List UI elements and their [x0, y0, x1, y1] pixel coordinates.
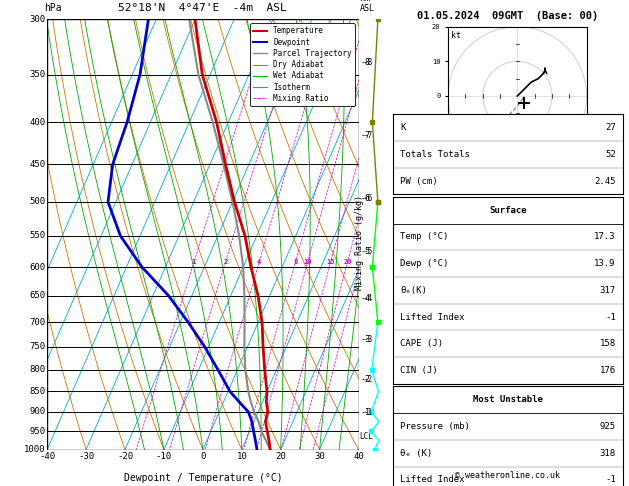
Text: 600: 600	[30, 262, 46, 272]
Text: 300: 300	[30, 15, 46, 24]
Text: km
ASL: km ASL	[360, 0, 375, 13]
Text: 30: 30	[314, 451, 325, 461]
Text: 650: 650	[30, 291, 46, 300]
Text: PW (cm): PW (cm)	[400, 176, 438, 186]
Text: 13.9: 13.9	[594, 259, 616, 268]
Text: -20: -20	[117, 451, 133, 461]
Text: Totals Totals: Totals Totals	[400, 150, 470, 159]
Text: -5: -5	[364, 247, 374, 256]
Text: 8: 8	[293, 259, 298, 265]
Text: 27: 27	[605, 123, 616, 132]
Text: 750: 750	[30, 342, 46, 351]
Text: CIN (J): CIN (J)	[400, 366, 438, 375]
Text: Dewp (°C): Dewp (°C)	[400, 259, 448, 268]
Text: -10: -10	[156, 451, 172, 461]
Text: 950: 950	[30, 427, 46, 436]
Text: Surface: Surface	[489, 206, 526, 215]
Text: -8: -8	[360, 57, 370, 67]
Text: Pressure (mb): Pressure (mb)	[400, 422, 470, 431]
Text: Dewpoint / Temperature (°C): Dewpoint / Temperature (°C)	[123, 473, 282, 483]
Text: -40: -40	[39, 451, 55, 461]
Text: -5: -5	[360, 247, 370, 256]
Text: θₑ(K): θₑ(K)	[400, 286, 427, 295]
Text: 1: 1	[192, 259, 196, 265]
Text: -6: -6	[360, 194, 370, 203]
Text: 158: 158	[599, 339, 616, 348]
Text: 900: 900	[30, 407, 46, 417]
Text: 500: 500	[30, 197, 46, 207]
Text: -2: -2	[360, 375, 370, 384]
Text: -4: -4	[360, 294, 370, 303]
Text: -1: -1	[360, 408, 370, 417]
Legend: Temperature, Dewpoint, Parcel Trajectory, Dry Adiabat, Wet Adiabat, Isotherm, Mi: Temperature, Dewpoint, Parcel Trajectory…	[250, 23, 355, 106]
Text: -6: -6	[364, 194, 374, 203]
Text: -1: -1	[605, 312, 616, 322]
Text: 15: 15	[326, 259, 335, 265]
Text: Temp (°C): Temp (°C)	[400, 232, 448, 242]
Text: 40: 40	[353, 451, 364, 461]
Text: 925: 925	[599, 422, 616, 431]
Text: 01.05.2024  09GMT  (Base: 00): 01.05.2024 09GMT (Base: 00)	[417, 11, 599, 21]
Text: K: K	[400, 123, 405, 132]
Text: -8: -8	[364, 57, 374, 67]
Text: 850: 850	[30, 387, 46, 396]
Text: 20: 20	[343, 259, 352, 265]
Text: 450: 450	[30, 160, 46, 169]
Text: -7: -7	[360, 131, 370, 140]
Text: 10: 10	[237, 451, 247, 461]
Text: 800: 800	[30, 365, 46, 374]
Text: 4: 4	[257, 259, 261, 265]
Text: -4: -4	[364, 294, 374, 303]
Text: 176: 176	[599, 366, 616, 375]
Text: CAPE (J): CAPE (J)	[400, 339, 443, 348]
Text: -3: -3	[364, 335, 374, 344]
Text: Mixing Ratio (g/kg): Mixing Ratio (g/kg)	[355, 195, 364, 291]
Text: 10: 10	[303, 259, 312, 265]
Text: -7: -7	[364, 131, 374, 140]
Text: -2: -2	[364, 375, 374, 384]
Text: 2: 2	[223, 259, 228, 265]
Text: Lifted Index: Lifted Index	[400, 312, 464, 322]
Text: Lifted Index: Lifted Index	[400, 475, 464, 485]
Text: -1: -1	[605, 475, 616, 485]
Text: 2.45: 2.45	[594, 176, 616, 186]
Text: 318: 318	[599, 449, 616, 458]
Text: -1: -1	[364, 408, 374, 417]
Text: 52: 52	[605, 150, 616, 159]
Text: -30: -30	[78, 451, 94, 461]
Text: LCL: LCL	[359, 432, 373, 441]
Text: Most Unstable: Most Unstable	[473, 395, 543, 404]
Text: 20: 20	[276, 451, 286, 461]
Text: 350: 350	[30, 70, 46, 79]
Text: -3: -3	[360, 335, 370, 344]
Text: 550: 550	[30, 231, 46, 241]
Text: 52°18'N  4°47'E  -4m  ASL: 52°18'N 4°47'E -4m ASL	[118, 3, 287, 13]
Text: 700: 700	[30, 318, 46, 327]
Text: © weatheronline.co.uk: © weatheronline.co.uk	[455, 471, 560, 480]
Text: 0: 0	[200, 451, 206, 461]
Text: 1000: 1000	[24, 445, 46, 454]
Text: hPa: hPa	[44, 3, 62, 13]
Text: 400: 400	[30, 118, 46, 127]
Text: kt: kt	[451, 31, 461, 40]
Text: θₑ (K): θₑ (K)	[400, 449, 432, 458]
Text: 17.3: 17.3	[594, 232, 616, 242]
Text: 317: 317	[599, 286, 616, 295]
